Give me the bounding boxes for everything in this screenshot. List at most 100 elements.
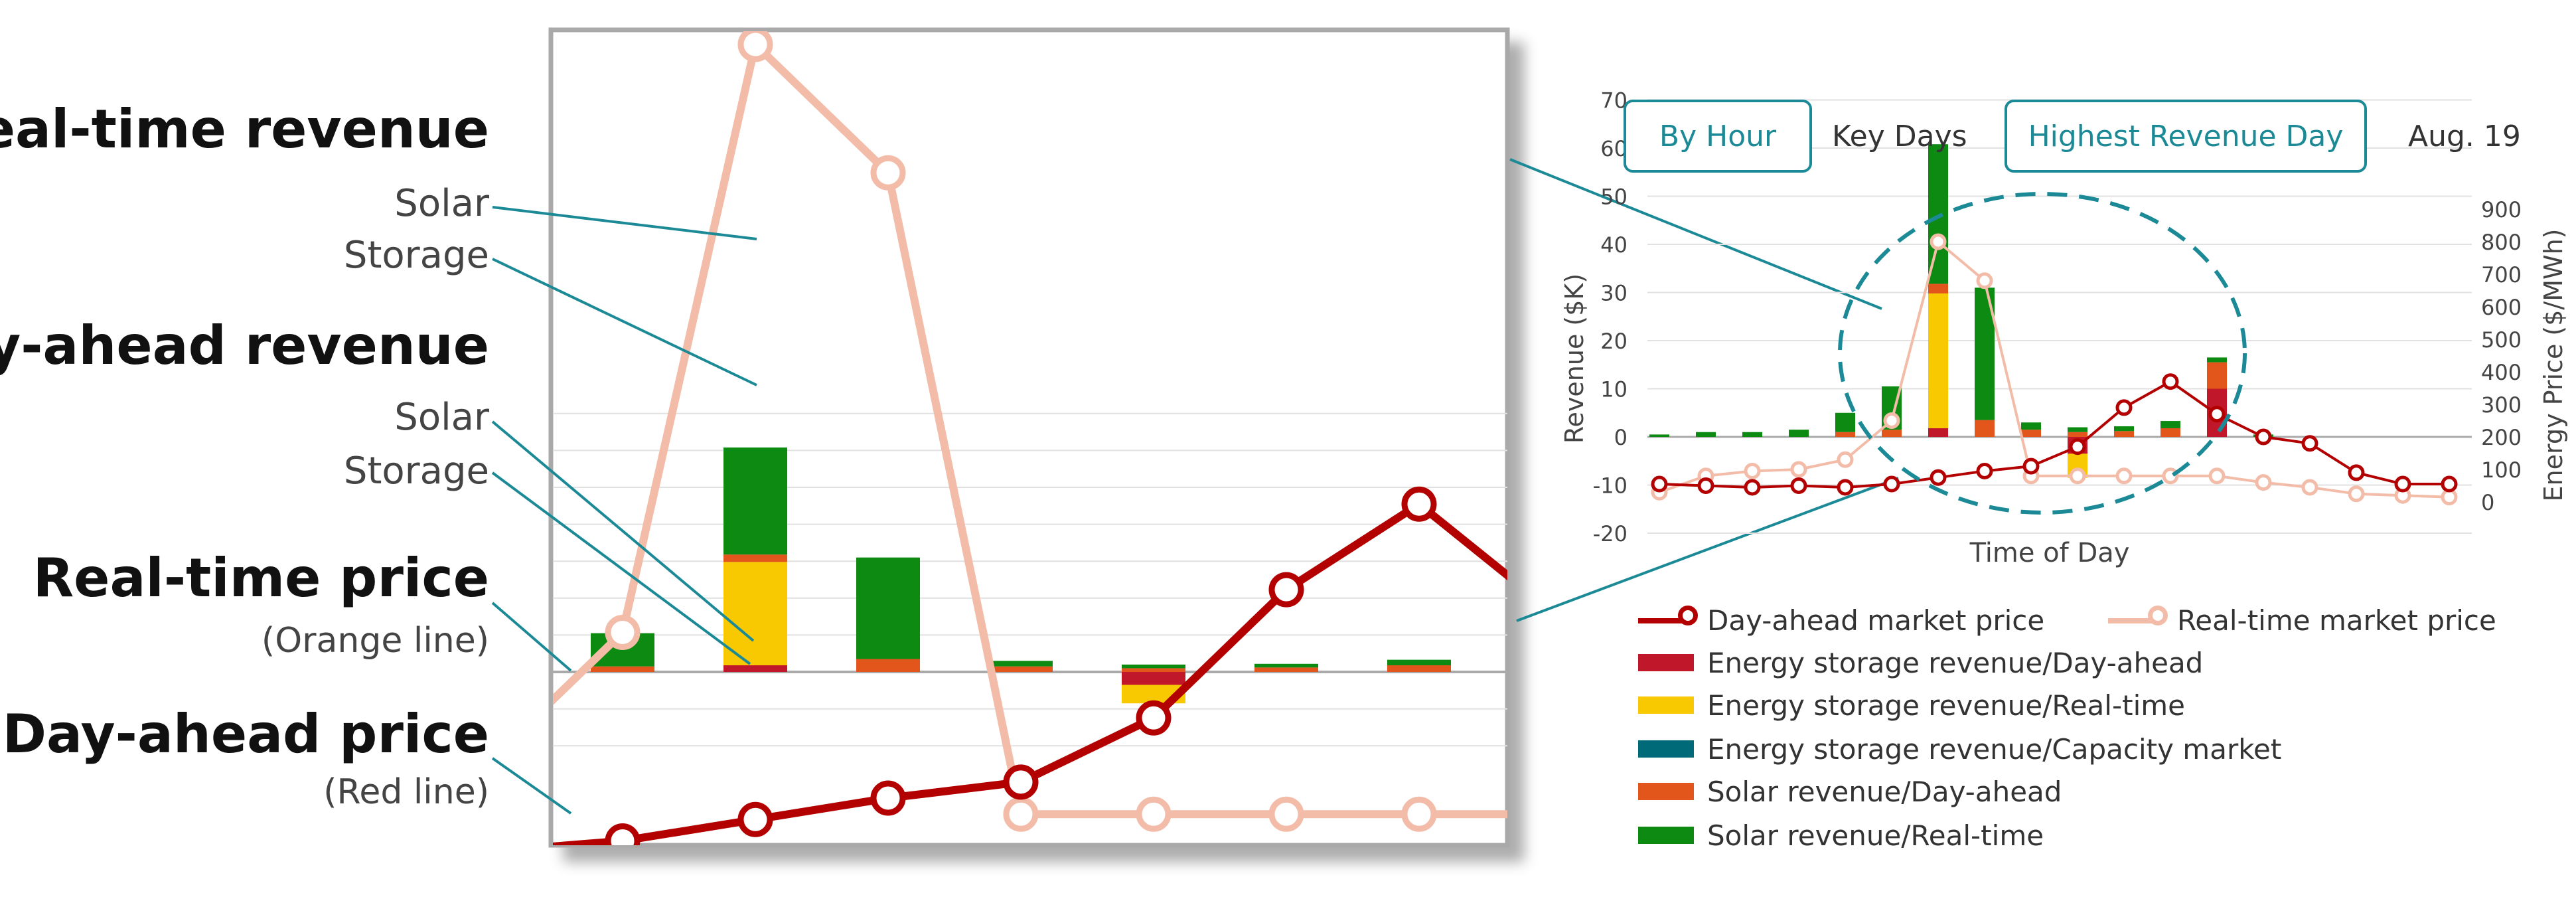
price-marker: [2441, 489, 2458, 506]
price-marker: [1883, 412, 1900, 429]
y2-tick-label: 700: [2481, 262, 2522, 287]
y-tick-label: 60: [1600, 136, 1628, 161]
price-marker: [737, 801, 773, 837]
bar-segment: [1254, 667, 1318, 672]
price-marker: [1744, 479, 1761, 496]
y2-tick-label: 400: [2481, 360, 2522, 385]
price-marker: [1930, 233, 1947, 250]
price-marker: [1136, 796, 1172, 832]
x-axis-label: Time of Day: [1969, 538, 2130, 568]
price-marker: [1537, 799, 1566, 829]
price-marker: [1930, 469, 1947, 486]
highest-revenue-day-button[interactable]: Highest Revenue Day: [2005, 100, 2367, 173]
legend-swatch-storage-da: [1638, 654, 1694, 671]
callout-rt-price-note: (Orange line): [262, 621, 489, 661]
key-days-link[interactable]: Key Days: [1832, 119, 1967, 153]
price-marker: [2069, 467, 2086, 485]
bar-segment: [1520, 611, 1584, 615]
y-tick-label: 50: [1600, 185, 1628, 210]
bar-segment: [989, 661, 1053, 667]
legend-storage-da: Energy storage revenue/Day-ahead: [1638, 643, 2203, 683]
legend-swatch-solar-rt: [1638, 827, 1694, 844]
legend-swatch-storage-cap: [1638, 740, 1694, 758]
bar-segment: [723, 554, 787, 562]
price-marker: [1744, 462, 1761, 479]
legend-swatch-solar-da: [1638, 783, 1694, 800]
price-marker: [1651, 475, 1668, 493]
y-tick-label: -20: [1593, 521, 1628, 546]
price-marker: [2255, 428, 2272, 446]
price-marker: [2255, 474, 2272, 491]
price-marker: [2441, 475, 2458, 493]
bar-segment: [723, 562, 787, 665]
bar-segment: [2207, 357, 2227, 363]
price-marker: [342, 832, 372, 861]
price-marker: [2162, 373, 2179, 390]
y2-axis-label: Energy Price ($/MWh): [2539, 229, 2568, 502]
y2-tick-label: 200: [2481, 425, 2522, 450]
y-tick-label: -10: [1593, 473, 1628, 499]
price-line: [553, 41, 1507, 819]
price-marker: [210, 837, 239, 866]
price-marker: [2348, 485, 2365, 503]
price-marker: [2068, 826, 2097, 855]
legend-label: Solar revenue/Real-time: [1707, 819, 2044, 852]
price-marker: [2115, 399, 2133, 416]
y-tick-label: 10: [1600, 377, 1628, 402]
price-marker: [2022, 457, 2040, 475]
bar-segment: [1520, 615, 1584, 635]
price-marker: [77, 832, 106, 861]
callout-da-revenue: Day-ahead revenue: [0, 315, 489, 376]
y2-tick-label: 900: [2481, 197, 2522, 222]
price-marker: [2069, 438, 2086, 455]
y-tick-label: 30: [1600, 281, 1628, 306]
bar-segment: [2068, 432, 2087, 437]
y-tick-label: 20: [1600, 329, 1628, 354]
callout-rt-solar: Solar: [394, 182, 490, 225]
bar-segment: [723, 665, 787, 672]
price-marker: [2068, 864, 2097, 893]
legend-label: Day-ahead market price: [1707, 604, 2045, 637]
bar-segment: [1520, 635, 1584, 672]
bar-segment: [591, 666, 654, 672]
bar-segment: [1742, 432, 1762, 437]
legend-swatch-rt-price: [2108, 606, 2168, 629]
price-marker: [2301, 435, 2318, 452]
bar-segment: [1928, 428, 1948, 437]
bar-segment: [1254, 663, 1318, 668]
highlight-ellipse: [1838, 192, 2247, 515]
by-hour-button[interactable]: By Hour: [1624, 100, 1812, 173]
bar-segment: [458, 668, 522, 672]
y-axis-label: Revenue ($K): [1560, 274, 1589, 444]
price-line: [553, 500, 1507, 845]
price-marker: [870, 780, 906, 816]
callout-da-price: Day-ahead price: [3, 703, 489, 765]
bar-segment: [989, 666, 1053, 672]
price-marker: [1837, 451, 1854, 468]
y2-tick-label: 0: [2481, 490, 2494, 515]
price-marker: [1268, 572, 1304, 608]
price-marker: [870, 155, 906, 191]
price-marker: [1790, 461, 1807, 478]
bar-segment: [1835, 432, 1855, 437]
price-marker: [1401, 486, 1437, 522]
y-tick-label: 70: [1600, 88, 1628, 114]
price-marker: [1935, 859, 1965, 888]
legend-rt-price: Real-time market price: [2108, 600, 2496, 640]
y2-tick-label: 800: [2481, 230, 2522, 255]
bar-segment: [1122, 664, 1185, 669]
legend-da-price: Day-ahead market price: [1638, 600, 2044, 640]
bar-segment: [1882, 430, 1902, 437]
bar-segment: [1975, 420, 1995, 437]
y2-tick-label: 600: [2481, 295, 2522, 320]
legend-solar-da: Solar revenue/Day-ahead: [1638, 772, 2062, 811]
bar-segment: [2207, 362, 2227, 389]
legend-storage-rt: Energy storage revenue/Real-time: [1638, 685, 2185, 725]
price-marker: [2301, 479, 2318, 496]
price-marker: [77, 799, 106, 829]
bar-segment: [2021, 422, 2041, 430]
bar-segment: [1789, 430, 1809, 437]
price-marker: [1883, 475, 1900, 493]
price-marker: [1136, 700, 1172, 736]
price-marker: [605, 615, 641, 650]
